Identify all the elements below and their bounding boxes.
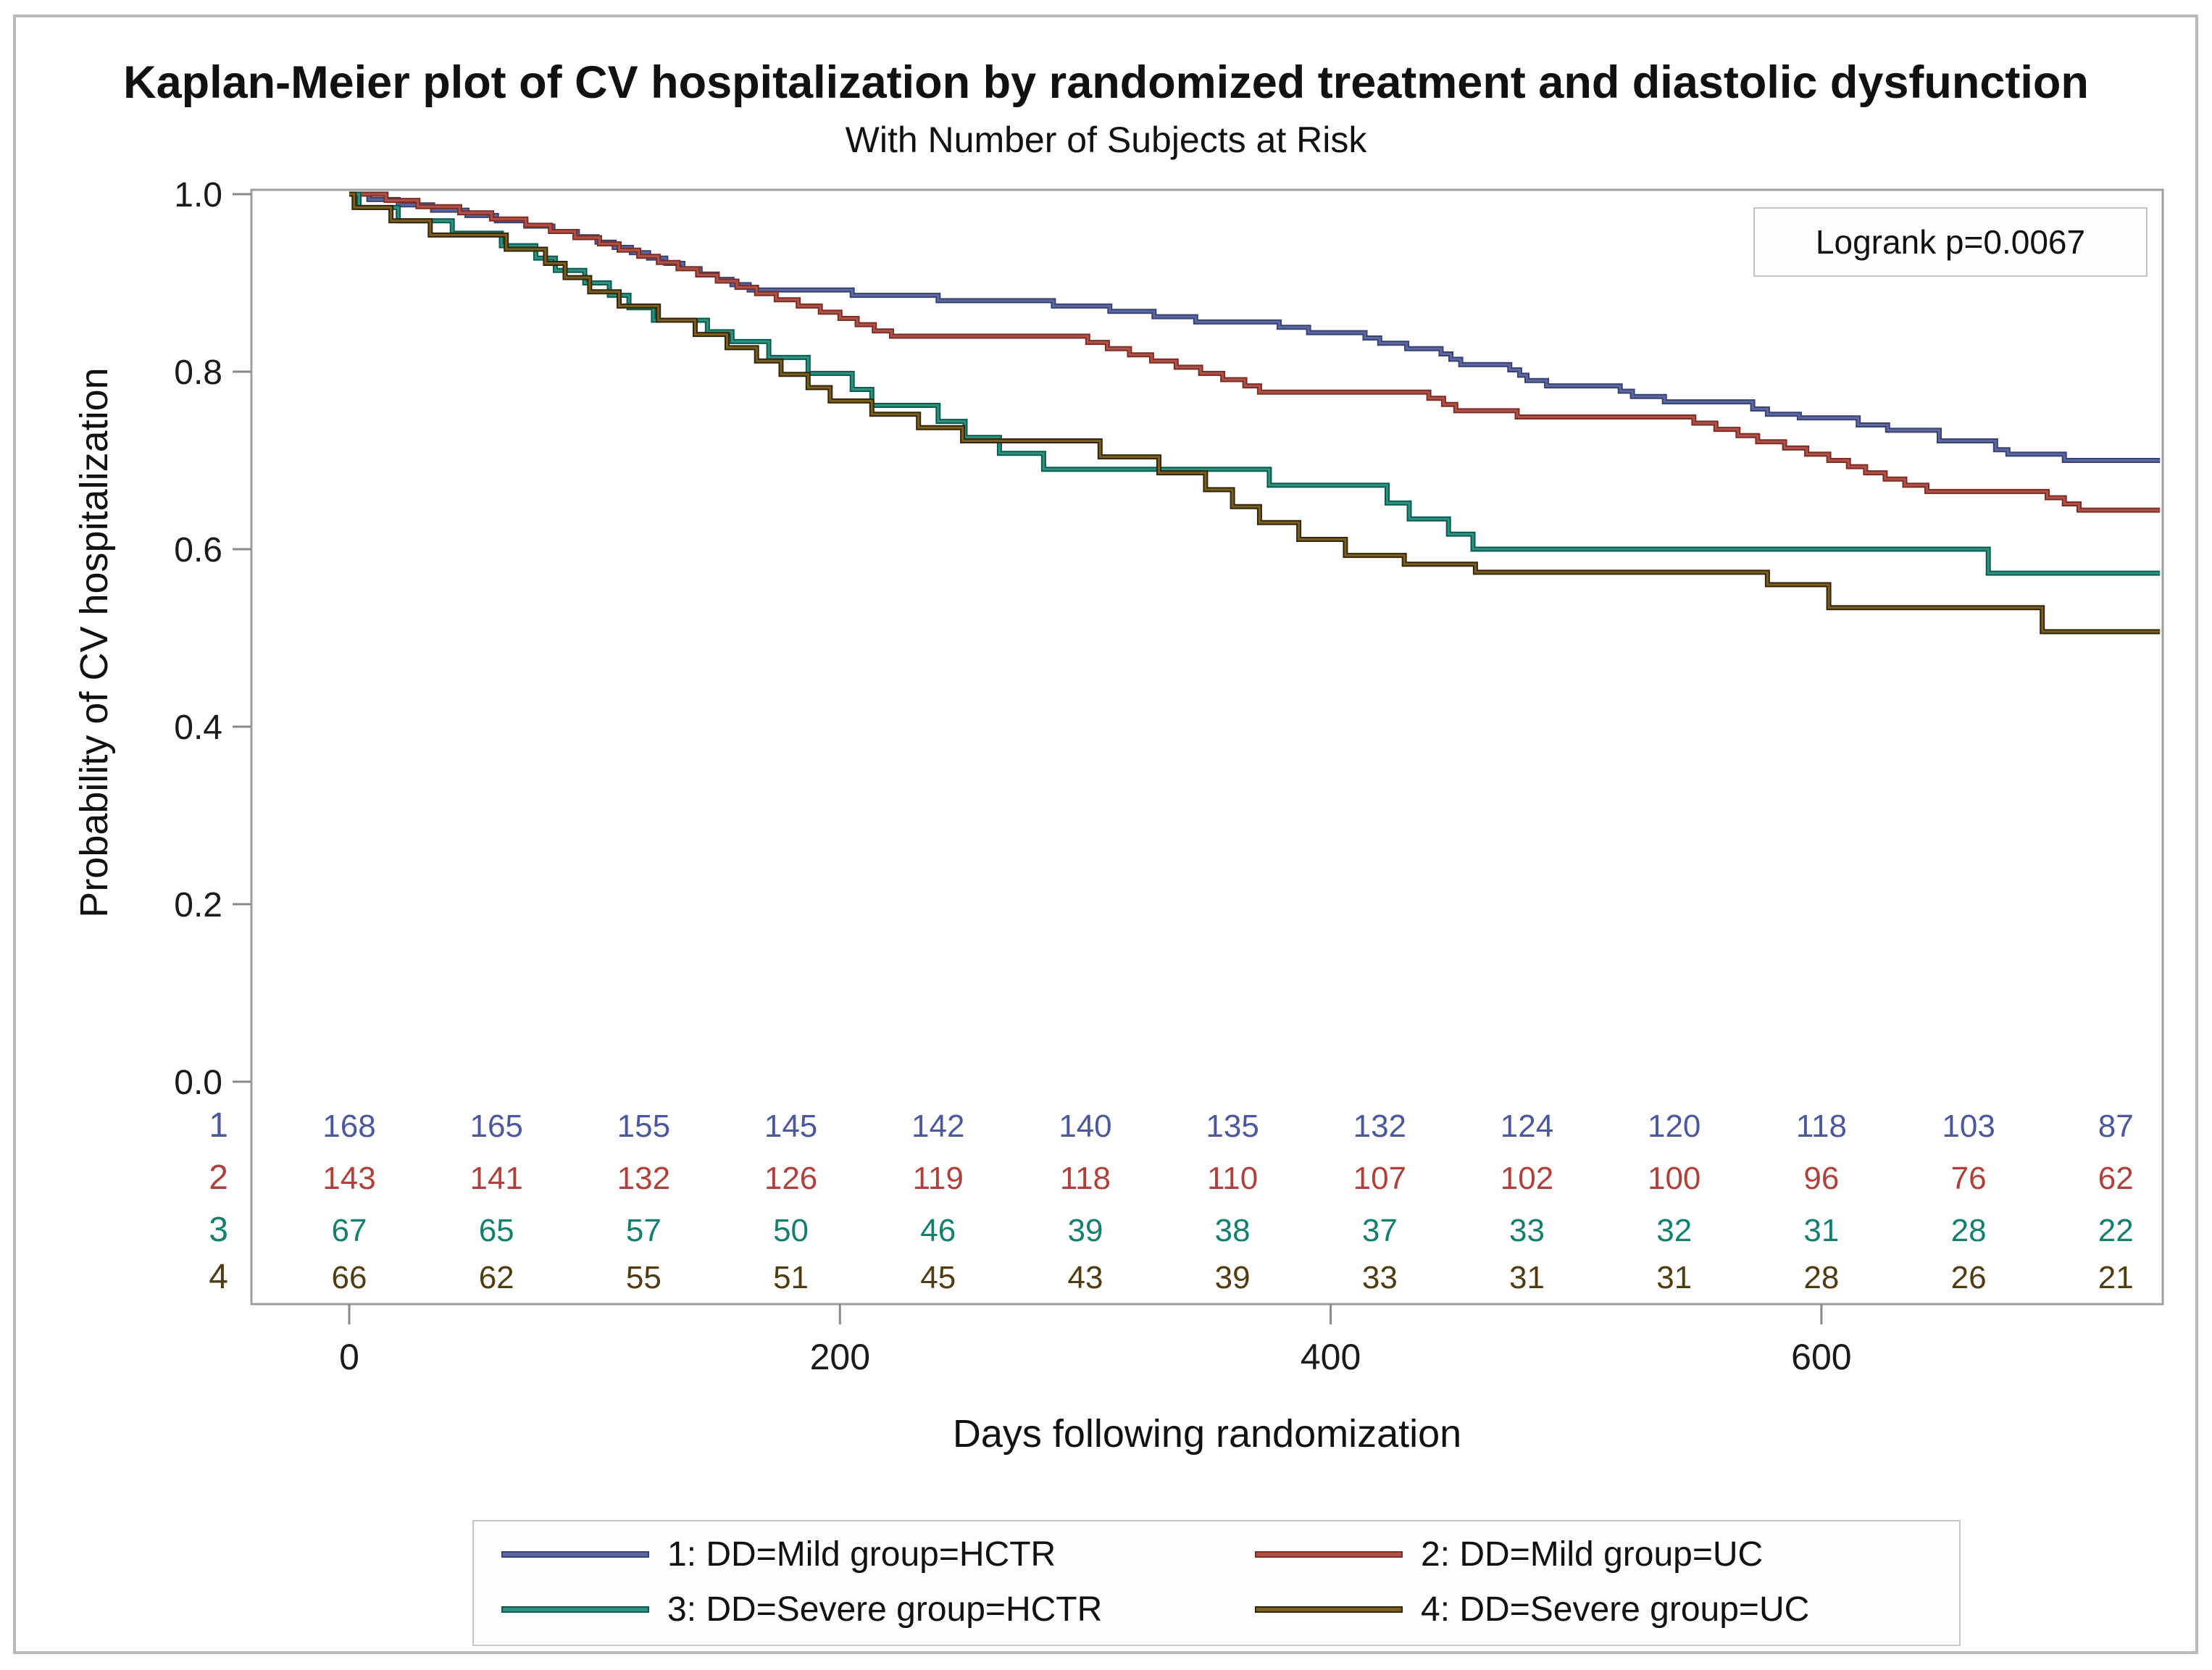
at-risk-count: 21: [2098, 1260, 2134, 1295]
km-curve-3: [349, 193, 2161, 575]
at-risk-count: 46: [920, 1213, 956, 1248]
y-tick-label: 0.0: [174, 1064, 222, 1102]
at-risk-count: 126: [764, 1161, 817, 1196]
at-risk-count: 132: [1353, 1109, 1406, 1144]
at-risk-count: 119: [913, 1161, 964, 1196]
at-risk-count: 62: [479, 1260, 514, 1295]
at-risk-count: 110: [1207, 1161, 1258, 1196]
km-curve-1: [349, 193, 2161, 462]
y-tick-label: 0.2: [174, 886, 222, 924]
chart-subtitle: With Number of Subjects at Risk: [845, 120, 1367, 160]
x-tick-label: 200: [810, 1337, 870, 1377]
km-curve-edge-2: [349, 191, 2161, 513]
at-risk-count: 37: [1362, 1213, 1398, 1248]
at-risk-count: 31: [1656, 1260, 1692, 1295]
at-risk-count: 120: [1648, 1109, 1700, 1144]
legend-line-swatch: [501, 1606, 649, 1613]
x-axis-title: Days following randomization: [952, 1412, 1462, 1456]
x-tick-label: 600: [1791, 1337, 1851, 1377]
chart-title: Kaplan-Meier plot of CV hospitalization …: [123, 57, 2089, 108]
at-risk-count: 33: [1362, 1260, 1398, 1295]
at-risk-count: 50: [773, 1213, 809, 1248]
legend-entry-3: 3: DD=Severe group=HCTR: [501, 1590, 1102, 1629]
legend-line-swatch: [1255, 1606, 1403, 1613]
at-risk-count: 31: [1509, 1260, 1545, 1295]
plot-frame: [250, 188, 2164, 1306]
legend-entry-4: 4: DD=Severe group=UC: [1255, 1590, 1809, 1629]
km-curve-edge-4: [349, 191, 2161, 635]
y-tick-label: 0.4: [174, 709, 222, 747]
at-risk-count: 22: [2098, 1213, 2134, 1248]
at-risk-row-label: 2: [209, 1158, 228, 1197]
km-curve-4: [349, 193, 2161, 633]
at-risk-count: 87: [2098, 1109, 2134, 1144]
at-risk-count: 118: [1060, 1161, 1111, 1196]
at-risk-row-label: 4: [209, 1258, 228, 1296]
at-risk-count: 96: [1803, 1161, 1839, 1196]
y-tick-label: 0.6: [174, 531, 222, 569]
at-risk-count: 67: [332, 1213, 367, 1248]
at-risk-count: 66: [332, 1260, 367, 1295]
at-risk-count: 65: [479, 1213, 514, 1248]
at-risk-count: 38: [1215, 1213, 1251, 1248]
at-risk-count: 28: [1951, 1213, 1987, 1248]
at-risk-count: 107: [1353, 1161, 1406, 1196]
at-risk-count: 76: [1951, 1161, 1987, 1196]
x-tick-label: 400: [1301, 1337, 1361, 1377]
at-risk-count: 39: [1067, 1213, 1103, 1248]
legend-entry-2: 2: DD=Mild group=UC: [1255, 1535, 1763, 1574]
at-risk-count: 28: [1803, 1260, 1839, 1295]
at-risk-count: 45: [920, 1260, 956, 1295]
at-risk-count: 132: [617, 1161, 670, 1196]
at-risk-count: 43: [1067, 1260, 1103, 1295]
km-curve-edge-1: [349, 191, 2161, 463]
legend-entry-1: 1: DD=Mild group=HCTR: [501, 1535, 1056, 1574]
legend-label: 1: DD=Mild group=HCTR: [667, 1535, 1056, 1574]
at-risk-count: 103: [1942, 1109, 1995, 1144]
legend-label: 2: DD=Mild group=UC: [1421, 1535, 1764, 1574]
legend-line-swatch: [1255, 1551, 1403, 1558]
at-risk-count: 143: [322, 1161, 375, 1196]
at-risk-count: 140: [1059, 1109, 1111, 1144]
at-risk-count: 26: [1951, 1260, 1987, 1295]
at-risk-count: 142: [911, 1109, 964, 1144]
at-risk-count: 33: [1509, 1213, 1545, 1248]
at-risk-count: 39: [1215, 1260, 1251, 1295]
at-risk-row-label: 1: [209, 1106, 228, 1145]
at-risk-count: 118: [1796, 1109, 1847, 1144]
x-tick-label: 0: [339, 1337, 359, 1377]
logrank-annotation: Logrank p=0.0067: [1753, 207, 2148, 277]
y-tick-label: 0.8: [174, 354, 222, 392]
legend-line-swatch: [501, 1551, 649, 1558]
at-risk-count: 31: [1803, 1213, 1839, 1248]
at-risk-count: 57: [626, 1213, 661, 1248]
at-risk-count: 165: [469, 1109, 522, 1144]
legend-label: 3: DD=Severe group=HCTR: [667, 1590, 1103, 1629]
at-risk-count: 102: [1501, 1161, 1553, 1196]
figure-border: [13, 14, 2198, 1654]
y-tick-label: 1.0: [174, 176, 222, 214]
at-risk-count: 135: [1206, 1109, 1259, 1144]
km-curve-2: [349, 193, 2161, 512]
legend-label: 4: DD=Severe group=UC: [1421, 1590, 1810, 1629]
at-risk-count: 62: [2098, 1161, 2134, 1196]
at-risk-count: 32: [1656, 1213, 1692, 1248]
at-risk-count: 55: [626, 1260, 661, 1295]
at-risk-count: 100: [1648, 1161, 1700, 1196]
legend: 1: DD=Mild group=HCTR 2: DD=Mild group=UC…: [472, 1520, 1961, 1646]
at-risk-count: 141: [469, 1161, 522, 1196]
at-risk-count: 124: [1501, 1109, 1553, 1144]
at-risk-row-label: 3: [209, 1211, 228, 1249]
at-risk-count: 51: [773, 1260, 809, 1295]
at-risk-count: 155: [617, 1109, 670, 1144]
at-risk-count: 145: [764, 1109, 817, 1144]
at-risk-count: 168: [322, 1109, 375, 1144]
